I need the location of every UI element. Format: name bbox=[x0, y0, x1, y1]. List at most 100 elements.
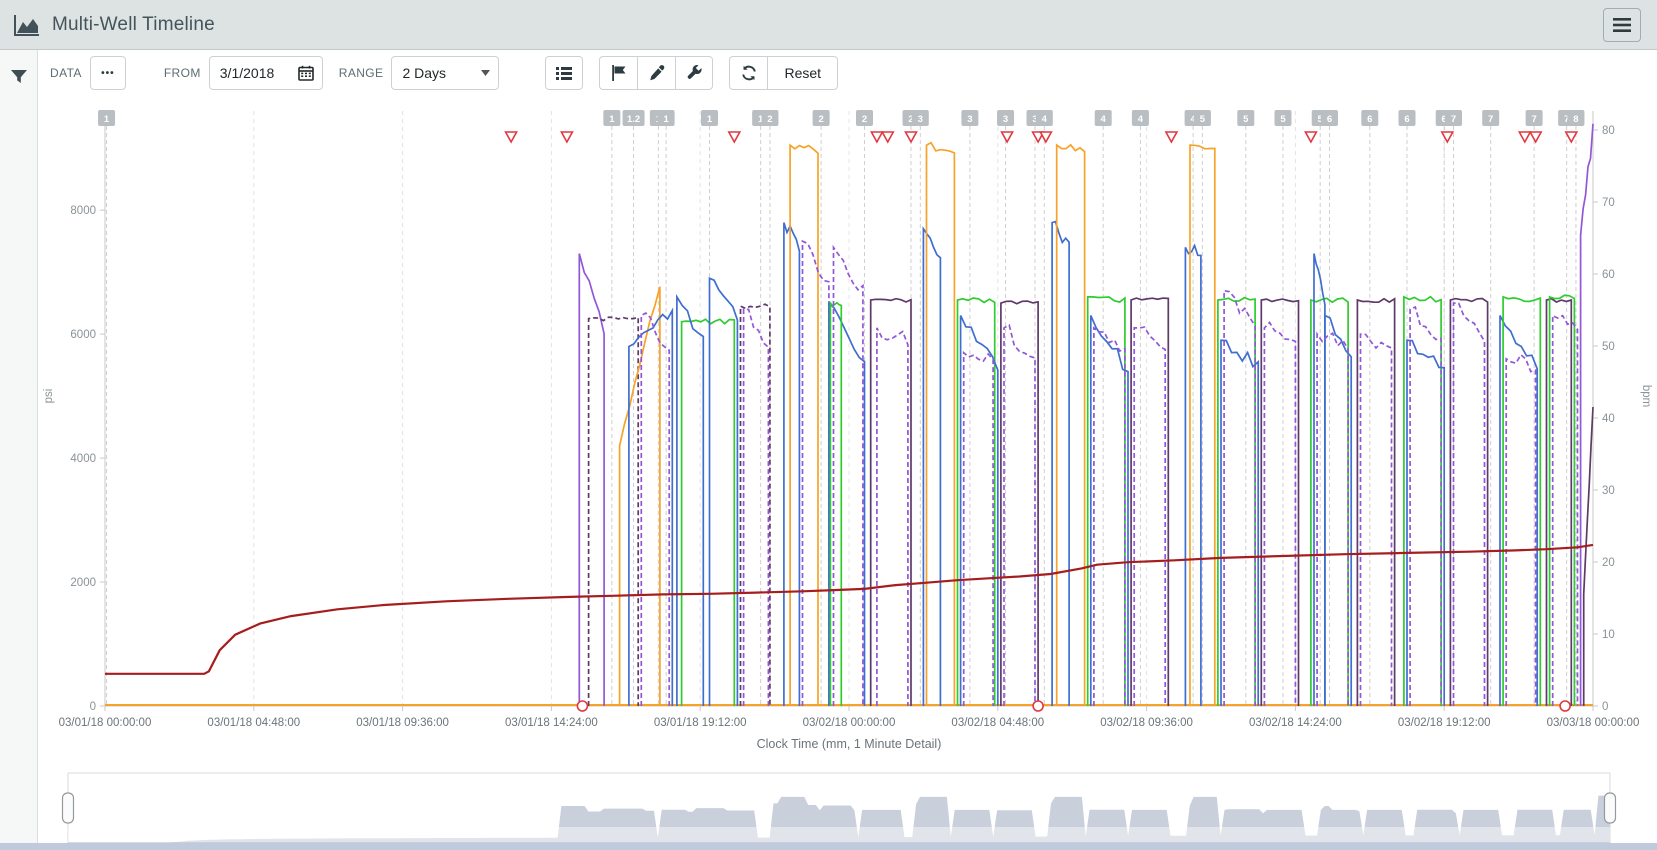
eyedropper-icon bbox=[649, 65, 665, 81]
timeline-chart[interactable]: 020004000600080000102030405060708003/01/… bbox=[38, 96, 1657, 756]
timeline-navigator[interactable] bbox=[38, 756, 1657, 846]
refresh-button-group: Reset bbox=[729, 56, 838, 90]
svg-text:03/02/18 14:24:00: 03/02/18 14:24:00 bbox=[1249, 717, 1342, 729]
svg-text:3: 3 bbox=[1003, 114, 1008, 125]
series-segment-blue bbox=[1314, 254, 1325, 706]
from-date-input[interactable]: 3/1/2018 bbox=[209, 56, 323, 90]
refresh-button[interactable] bbox=[729, 56, 767, 90]
event-triangle-marker bbox=[1442, 132, 1453, 142]
svg-text:03/01/18 00:00:00: 03/01/18 00:00:00 bbox=[59, 717, 152, 729]
svg-text:6: 6 bbox=[1327, 114, 1332, 125]
svg-text:03/02/18 04:48:00: 03/02/18 04:48:00 bbox=[951, 717, 1044, 729]
event-circle-marker bbox=[577, 701, 587, 711]
svg-text:5: 5 bbox=[1280, 114, 1286, 125]
chevron-down-icon bbox=[481, 70, 490, 76]
series-segment-violet bbox=[1224, 291, 1255, 706]
wrench-icon bbox=[686, 65, 702, 81]
svg-text:20: 20 bbox=[1602, 557, 1615, 569]
svg-text:7: 7 bbox=[1488, 114, 1493, 125]
svg-text:03/03/18 00:00:00: 03/03/18 00:00:00 bbox=[1547, 717, 1640, 729]
app-window: Multi-Well Timeline DATA ••• FROM 3/1/20… bbox=[0, 0, 1657, 850]
series-segment-green bbox=[830, 303, 841, 706]
svg-text:bpm: bpm bbox=[1640, 385, 1652, 407]
series-segment-blue bbox=[961, 316, 998, 707]
event-triangle-marker bbox=[882, 132, 893, 142]
refresh-icon bbox=[741, 65, 757, 81]
series-segment-violet bbox=[579, 254, 604, 706]
event-triangle-marker bbox=[1040, 132, 1051, 142]
calendar-icon[interactable] bbox=[298, 65, 314, 81]
series-segment-violet bbox=[1581, 124, 1593, 706]
series-segment-purple bbox=[1131, 298, 1168, 706]
svg-text:0: 0 bbox=[90, 701, 96, 713]
range-select-value: 2 Days bbox=[402, 65, 446, 81]
series-segment-violet bbox=[877, 328, 908, 706]
series-segment-green bbox=[1503, 297, 1540, 706]
series-segment-blue bbox=[784, 223, 800, 706]
series-segment-violet bbox=[641, 313, 669, 706]
svg-text:60: 60 bbox=[1602, 269, 1615, 281]
svg-text:03/02/18 09:36:00: 03/02/18 09:36:00 bbox=[1100, 717, 1193, 729]
toolbar: DATA ••• FROM 3/1/2018 RANGE 2 Days bbox=[38, 50, 1657, 96]
svg-text:2: 2 bbox=[767, 114, 772, 125]
flag-button[interactable] bbox=[599, 56, 637, 90]
list-icon bbox=[556, 67, 572, 80]
data-more-button[interactable]: ••• bbox=[90, 56, 126, 90]
svg-text:1: 1 bbox=[707, 114, 713, 125]
area-chart-icon bbox=[14, 14, 40, 36]
range-select[interactable]: 2 Days bbox=[391, 56, 499, 90]
svg-text:03/02/18 19:12:00: 03/02/18 19:12:00 bbox=[1398, 717, 1491, 729]
series-segment-green bbox=[682, 319, 735, 706]
event-triangle-marker bbox=[1519, 132, 1530, 142]
from-label: FROM bbox=[164, 66, 201, 80]
hamburger-menu-button[interactable] bbox=[1603, 8, 1641, 42]
series-segment-violet bbox=[1454, 303, 1485, 706]
series-segment-violet bbox=[1317, 333, 1348, 706]
hamburger-icon bbox=[1613, 18, 1631, 32]
navigator-left-handle[interactable] bbox=[63, 793, 74, 823]
series-segment-violet bbox=[964, 353, 993, 706]
event-triangle-marker bbox=[506, 132, 517, 142]
series-segment-blue bbox=[1052, 222, 1069, 706]
svg-text:7: 7 bbox=[1451, 114, 1456, 125]
svg-text:2: 2 bbox=[862, 114, 867, 125]
annotation-button-group bbox=[599, 56, 713, 90]
wrench-button[interactable] bbox=[675, 56, 713, 90]
series-segment-violet bbox=[1361, 334, 1392, 706]
series-segment-blue bbox=[1091, 316, 1128, 707]
series-segment-violet bbox=[1134, 327, 1165, 706]
navigator-right-handle[interactable] bbox=[1605, 793, 1616, 823]
svg-text:30: 30 bbox=[1602, 485, 1615, 497]
svg-text:6: 6 bbox=[1404, 114, 1409, 125]
flag-icon bbox=[611, 65, 627, 81]
event-triangle-marker bbox=[561, 132, 572, 142]
series-segment-orange bbox=[620, 287, 660, 706]
svg-text:70: 70 bbox=[1602, 197, 1615, 209]
series-segment-violet bbox=[803, 241, 829, 706]
svg-text:0: 0 bbox=[1602, 701, 1608, 713]
svg-text:8: 8 bbox=[1573, 114, 1578, 125]
svg-text:1: 1 bbox=[609, 114, 615, 125]
series-segment-purple bbox=[1357, 299, 1394, 706]
event-triangle-marker bbox=[1566, 132, 1577, 142]
well-list-button[interactable] bbox=[545, 56, 583, 90]
series-segment-violet bbox=[744, 309, 769, 706]
event-circle-marker bbox=[1033, 701, 1043, 711]
left-filter-rail bbox=[0, 50, 38, 850]
series-segment-purple bbox=[741, 304, 770, 706]
svg-text:3: 3 bbox=[967, 114, 972, 125]
event-triangle-marker bbox=[871, 132, 882, 142]
svg-text:2: 2 bbox=[818, 114, 823, 125]
filter-icon[interactable] bbox=[10, 68, 28, 86]
reset-button[interactable]: Reset bbox=[767, 56, 838, 90]
event-triangle-marker bbox=[1002, 132, 1013, 142]
from-date-value: 3/1/2018 bbox=[220, 65, 275, 81]
svg-text:03/01/18 19:12:00: 03/01/18 19:12:00 bbox=[654, 717, 747, 729]
svg-text:6: 6 bbox=[1367, 114, 1372, 125]
svg-text:4: 4 bbox=[1138, 114, 1144, 125]
eyedropper-button[interactable] bbox=[637, 56, 675, 90]
svg-text:5: 5 bbox=[1243, 114, 1249, 125]
svg-text:4: 4 bbox=[1101, 114, 1107, 125]
svg-text:psi: psi bbox=[43, 389, 55, 404]
svg-text:03/01/18 09:36:00: 03/01/18 09:36:00 bbox=[356, 717, 449, 729]
